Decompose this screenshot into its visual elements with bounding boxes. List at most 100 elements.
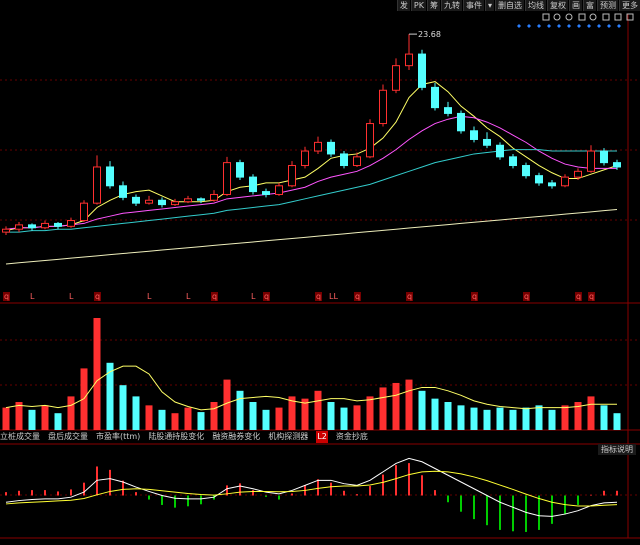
tool-icons bbox=[542, 13, 634, 21]
volume-bar bbox=[2, 407, 10, 430]
indicator-tab[interactable]: 融资融券变化 bbox=[212, 432, 261, 441]
volume-bar bbox=[223, 379, 231, 430]
toolbar-button[interactable]: 筹 bbox=[426, 0, 440, 11]
toolbar-button[interactable]: 事件 bbox=[462, 0, 484, 11]
toolbar-button[interactable]: 九转 bbox=[440, 0, 462, 11]
toolbar: 发 PK 筹九转 事件 ▾ 删自选 均线 复权画富预测 更多 bbox=[396, 0, 640, 11]
candle-body bbox=[535, 175, 543, 184]
volume-bar bbox=[522, 407, 530, 430]
candle-body bbox=[444, 107, 452, 114]
toolbar-button[interactable]: 均线 bbox=[525, 0, 546, 11]
indicator-help[interactable]: 指标说明 bbox=[598, 444, 636, 455]
event-marker: L bbox=[30, 292, 35, 301]
macd-dif bbox=[5, 457, 618, 517]
event-box bbox=[471, 292, 478, 301]
volume-bar bbox=[509, 409, 517, 430]
volume-bar bbox=[587, 396, 595, 430]
candle-body bbox=[548, 182, 556, 187]
moving-average bbox=[5, 115, 617, 230]
event-marker: q bbox=[316, 292, 321, 301]
event-box bbox=[354, 292, 361, 301]
volume-ma bbox=[5, 365, 617, 411]
volume-bar bbox=[197, 412, 205, 430]
volume-bar bbox=[392, 382, 400, 430]
volume-bar bbox=[262, 409, 270, 430]
toolbar-button[interactable]: 富 bbox=[583, 0, 596, 11]
event-marker: q bbox=[355, 292, 360, 301]
candle-body bbox=[522, 165, 530, 177]
indicator-tab[interactable]: L2 bbox=[316, 431, 328, 443]
volume-bar bbox=[327, 402, 335, 430]
candle-body bbox=[483, 138, 491, 146]
candle-body bbox=[145, 199, 153, 204]
candle-body bbox=[262, 191, 270, 195]
panel-borders bbox=[0, 14, 640, 539]
candle-body bbox=[509, 156, 517, 167]
candle-body bbox=[587, 150, 595, 172]
candle-body bbox=[67, 220, 75, 227]
indicator-tab[interactable]: 资金抄底 bbox=[335, 432, 368, 441]
toolbar-button[interactable]: 更多 bbox=[619, 0, 640, 11]
event-marker: q bbox=[212, 292, 217, 301]
event-box bbox=[315, 292, 322, 301]
volume-bar bbox=[145, 405, 153, 430]
toolbar-button[interactable]: 复权 bbox=[547, 0, 568, 11]
event-box bbox=[575, 292, 582, 301]
toolbar-button[interactable]: PK bbox=[410, 0, 426, 11]
event-marker: q bbox=[264, 292, 269, 301]
diamond-row bbox=[517, 24, 621, 28]
event-marker: L bbox=[147, 292, 152, 301]
indicator-tab[interactable]: 盘后成交量 bbox=[48, 432, 88, 441]
event-marker: q bbox=[524, 292, 529, 301]
candle-body bbox=[574, 170, 582, 178]
volume-bar bbox=[158, 409, 166, 430]
volume-bar bbox=[496, 407, 504, 430]
indicator-tab[interactable]: 立桩成交量 bbox=[0, 432, 40, 441]
candle-body bbox=[496, 144, 504, 158]
event-box bbox=[3, 292, 10, 301]
volume-bar bbox=[301, 398, 309, 430]
volume-bar bbox=[210, 402, 218, 430]
volume-bar bbox=[236, 390, 244, 430]
event-box bbox=[588, 292, 595, 301]
volume-bar bbox=[457, 405, 465, 430]
event-marker: L bbox=[69, 292, 74, 301]
candle-body bbox=[210, 193, 218, 201]
candle-body bbox=[2, 228, 10, 233]
candle-body bbox=[418, 53, 426, 88]
candle-body bbox=[158, 199, 166, 206]
candle-body bbox=[80, 202, 88, 222]
volume-bar bbox=[353, 405, 361, 430]
toolbar-button[interactable]: 删自选 bbox=[495, 0, 524, 11]
volume-bar bbox=[106, 362, 114, 430]
toolbar-button[interactable]: 画 bbox=[569, 0, 582, 11]
volume-bar bbox=[340, 407, 348, 430]
volume-bar bbox=[379, 387, 387, 430]
indicator-tab[interactable]: 机构探测器 bbox=[268, 432, 309, 441]
volume-bar bbox=[314, 390, 322, 430]
volume-bar bbox=[483, 409, 491, 430]
indicator-tab[interactable]: 陆股通持股变化 bbox=[148, 432, 205, 441]
candle-body bbox=[41, 222, 49, 229]
event-marker: q bbox=[4, 292, 9, 301]
candle-body bbox=[28, 224, 36, 229]
volume-bar bbox=[535, 405, 543, 430]
candle-body bbox=[119, 185, 127, 198]
volume-bar bbox=[93, 318, 101, 430]
event-marker: q bbox=[472, 292, 477, 301]
toolbar-button[interactable]: 发 bbox=[396, 0, 410, 11]
candle-body bbox=[223, 162, 231, 195]
toolbar-button[interactable]: 预测 bbox=[597, 0, 618, 11]
volume-bar bbox=[613, 413, 621, 430]
event-marker: q bbox=[407, 292, 412, 301]
event-box bbox=[211, 292, 218, 301]
indicator-tab[interactable]: 市盈率(ttm) bbox=[96, 432, 141, 441]
volume-bar bbox=[444, 402, 452, 430]
volume-bar bbox=[548, 409, 556, 430]
volume-bar bbox=[288, 396, 296, 430]
candle-body bbox=[171, 201, 179, 206]
candle-body bbox=[249, 176, 257, 193]
toolbar-button[interactable]: ▾ bbox=[484, 0, 494, 11]
volume-bar bbox=[366, 396, 374, 430]
